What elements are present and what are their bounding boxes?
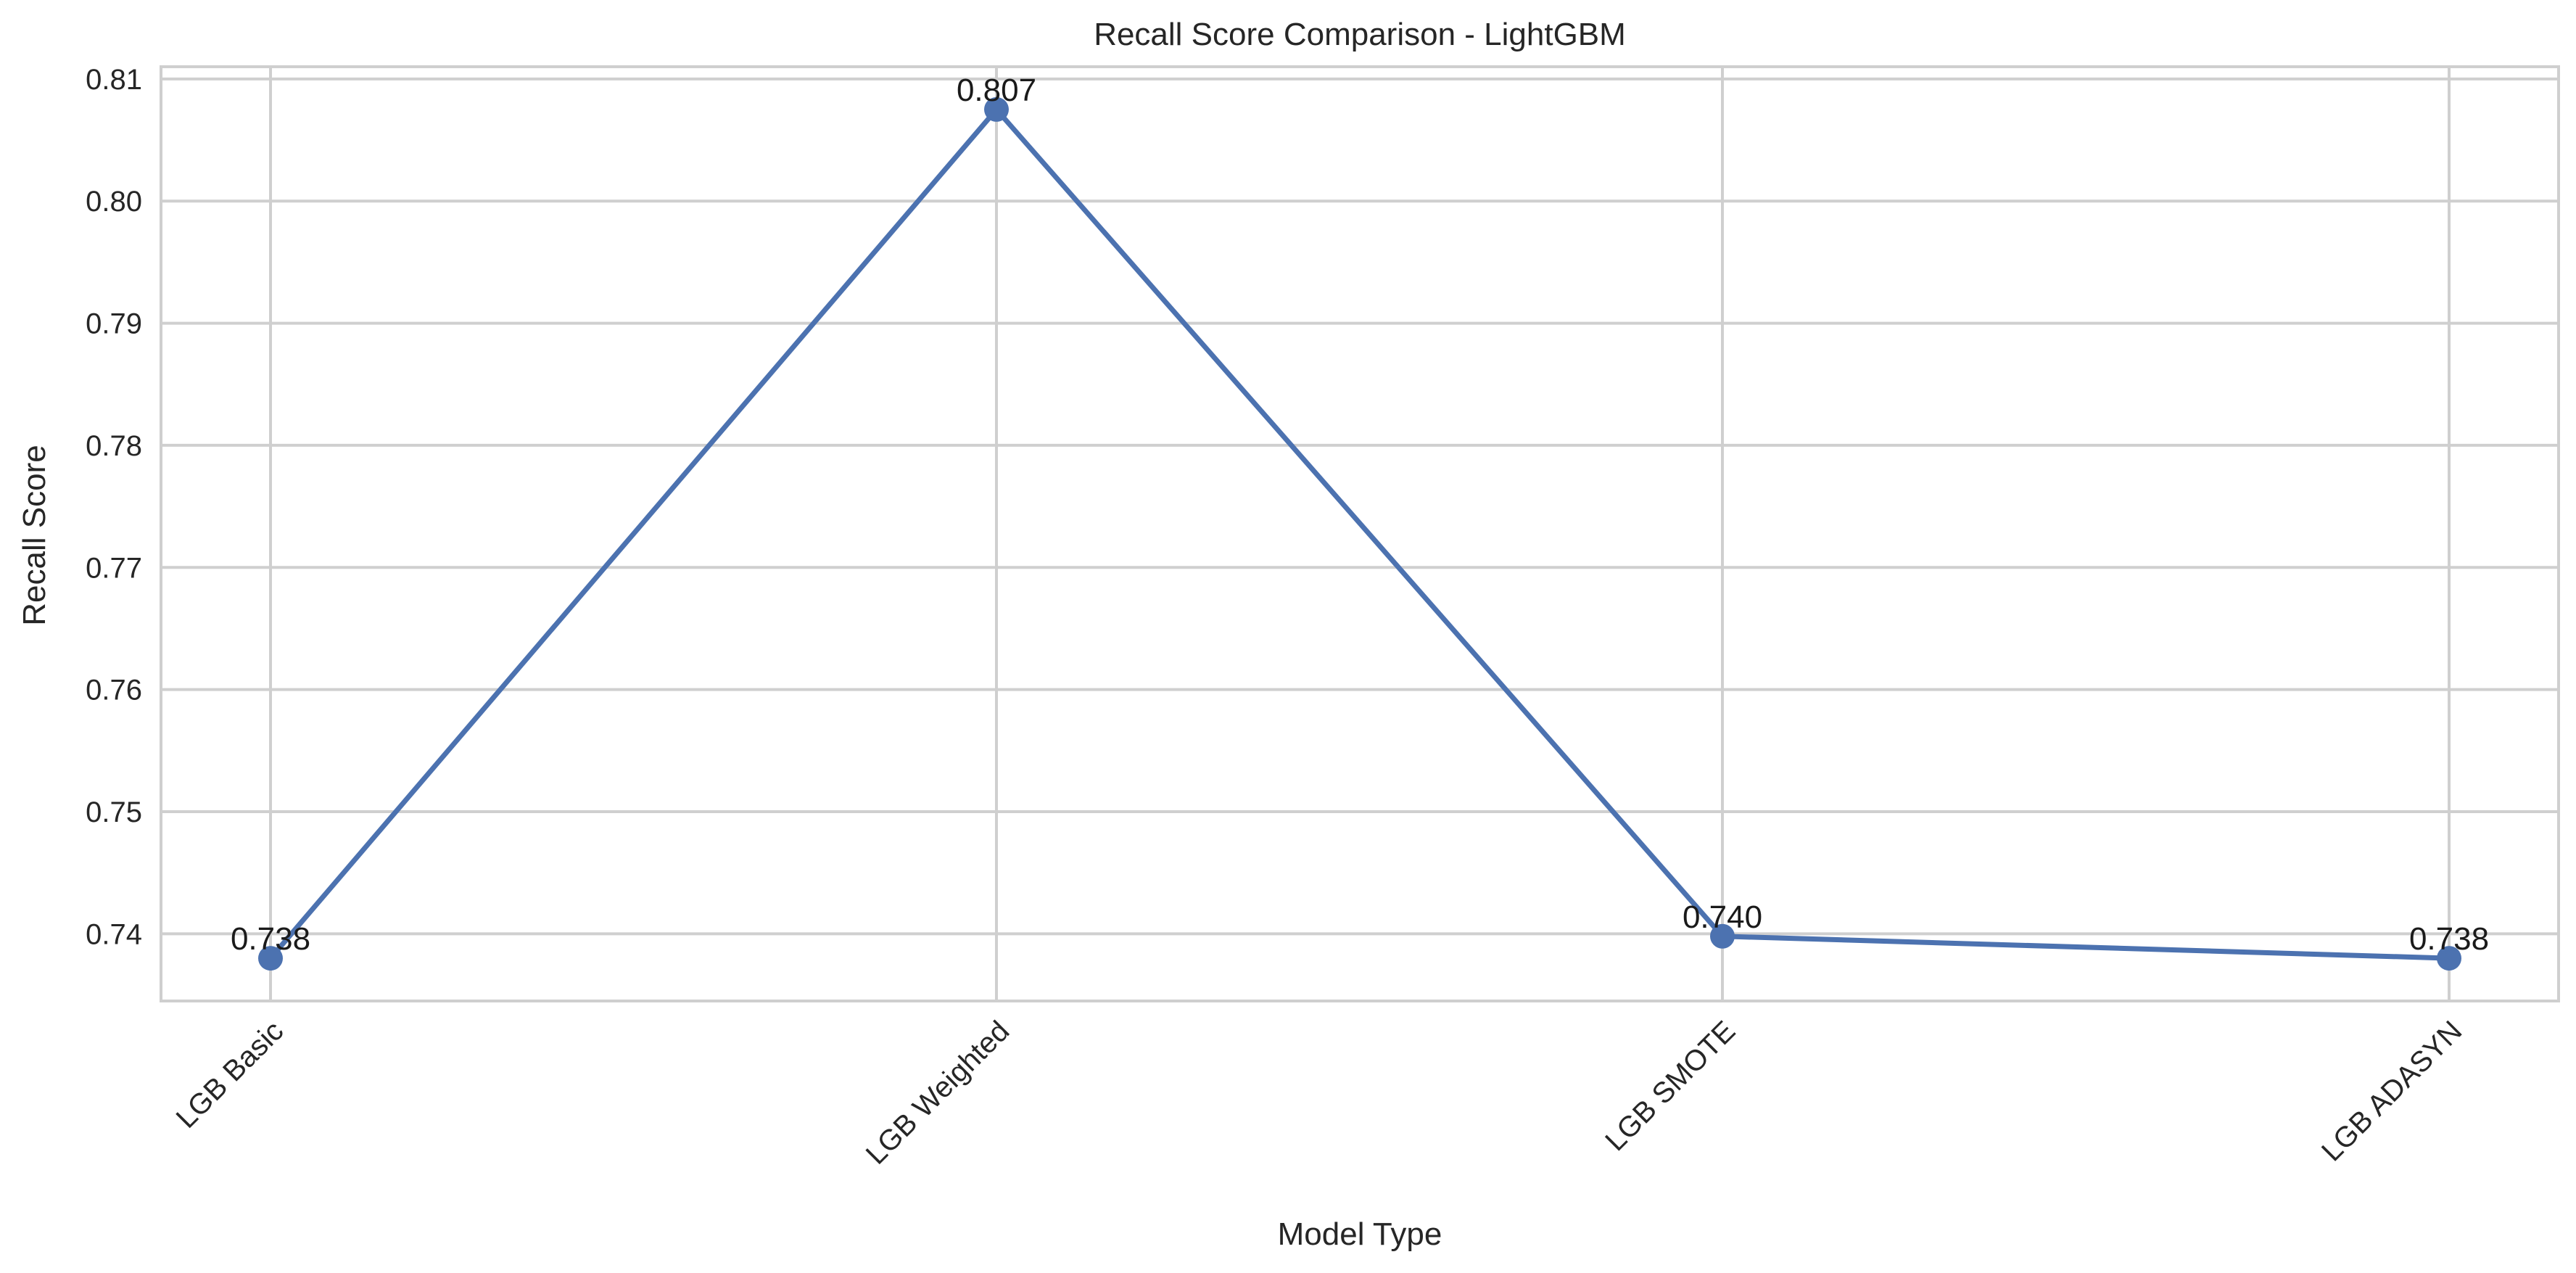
- data-label: 0.738: [231, 921, 310, 957]
- data-point: [2437, 946, 2461, 971]
- x-tick-labels: LGB Basic LGB Weighted LGB SMOTE LGB ADASYN: [170, 1015, 2469, 1171]
- data-point: [984, 96, 1009, 122]
- chart-title: Recall Score Comparison - LightGBM: [1094, 17, 1626, 52]
- y-tick-labels: 0.74 0.75 0.76 0.77 0.78 0.79 0.80 0.81: [86, 64, 142, 951]
- y-tick-label: 0.79: [86, 308, 142, 340]
- x-tick-label: LGB Weighted: [860, 1015, 1016, 1171]
- x-axis-label: Model Type: [1278, 1216, 1442, 1252]
- y-axis-label: Recall Score: [17, 445, 52, 625]
- y-tick-label: 0.77: [86, 552, 142, 584]
- y-tick-label: 0.76: [86, 675, 142, 706]
- y-tick-label: 0.80: [86, 186, 142, 218]
- data-label: 0.807: [957, 73, 1036, 108]
- y-tick-label: 0.78: [86, 430, 142, 462]
- grid-lines: [161, 67, 2559, 1001]
- y-tick-label: 0.81: [86, 64, 142, 96]
- data-point: [1710, 923, 1735, 949]
- series-line: [268, 107, 2450, 961]
- y-tick-label: 0.75: [86, 796, 142, 828]
- x-tick-label: LGB ADASYN: [2316, 1015, 2468, 1167]
- series-layer: 0.738 0.807 0.740 0.738: [231, 73, 2489, 971]
- y-tick-label: 0.74: [86, 918, 142, 950]
- data-label: 0.740: [1683, 899, 1762, 935]
- x-tick-label: LGB Basic: [170, 1015, 290, 1134]
- plot-frame: [160, 65, 2560, 1002]
- x-tick-label: LGB SMOTE: [1599, 1015, 1741, 1157]
- data-label: 0.738: [2409, 921, 2489, 957]
- data-point: [258, 946, 283, 971]
